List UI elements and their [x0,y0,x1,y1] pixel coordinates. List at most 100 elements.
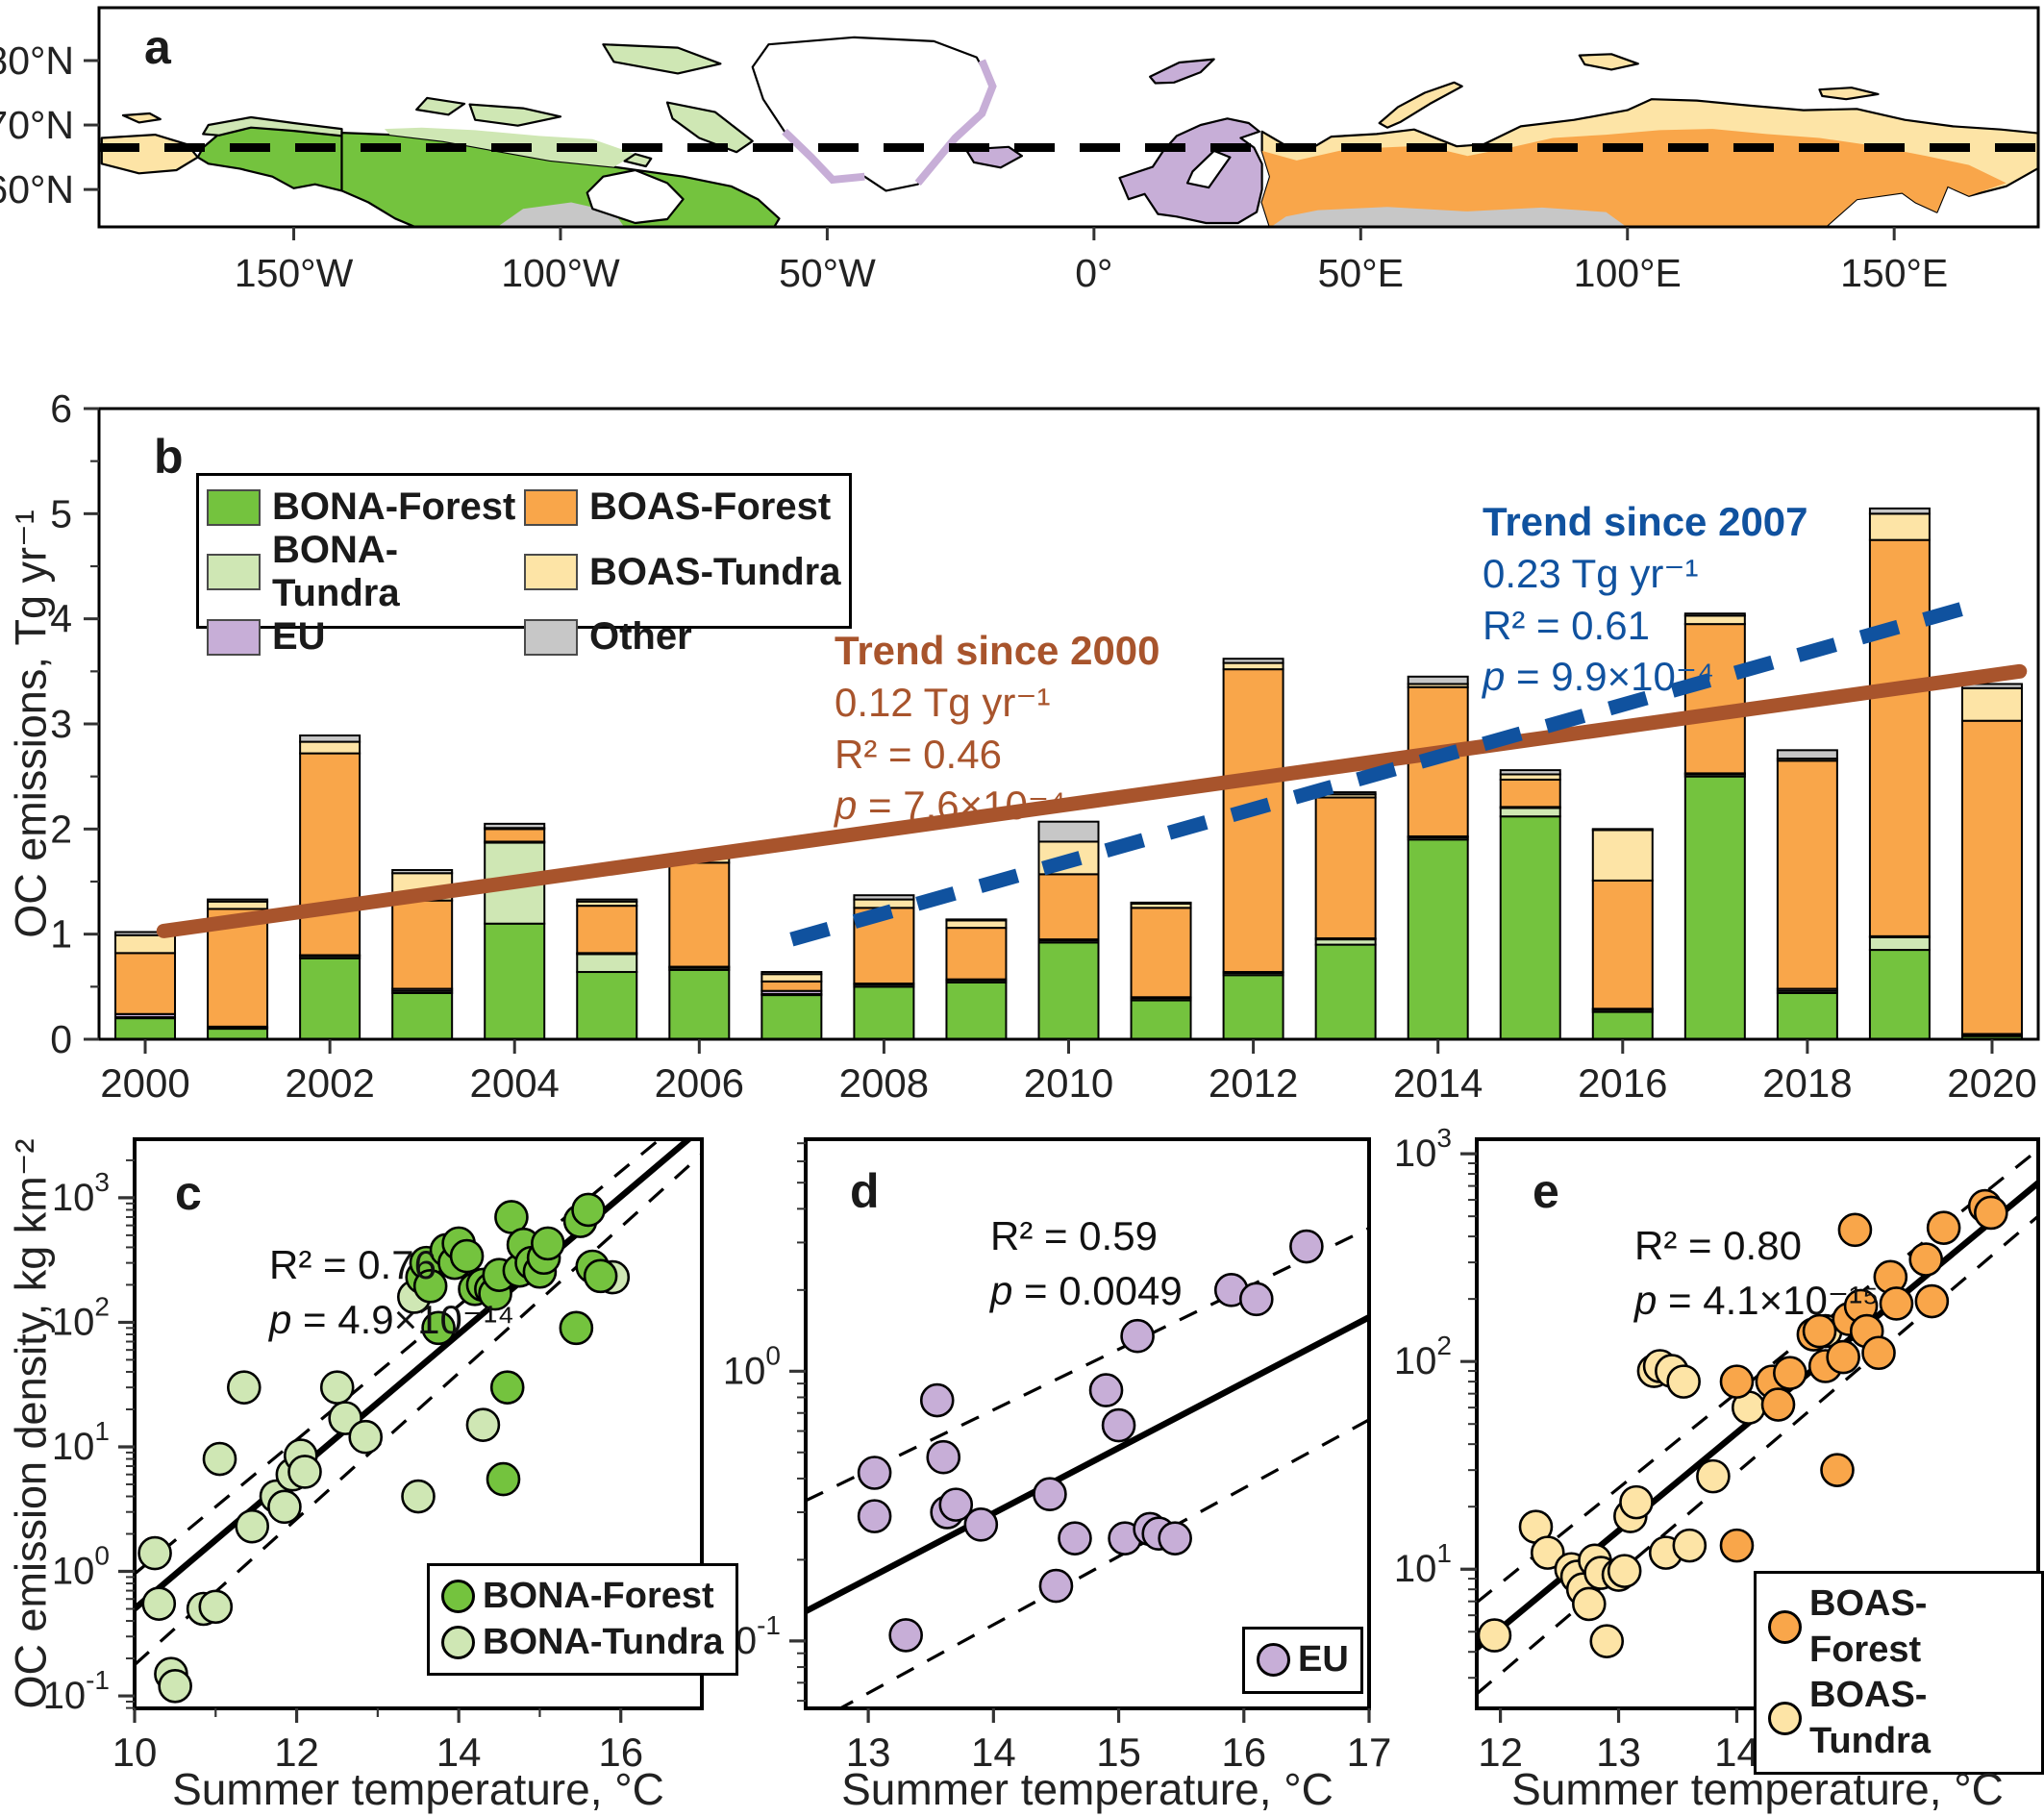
svg-text:13: 13 [1596,1730,1641,1775]
bar-segment-2016-Other [1591,828,1654,832]
svg-text:100°E: 100°E [1574,251,1682,295]
point-EU [1033,1477,1067,1512]
fit-line-d [806,1314,1369,1614]
panel-c-p: p = 4.9×10⁻¹⁴ [269,1296,515,1342]
bar-segment-2004-BONA-Forest [484,922,546,1041]
point-BOAS-Tundra [1619,1484,1654,1520]
panel-c-letter: c [175,1166,202,1220]
bar-segment-2006-BOAS-Forest [668,861,731,968]
bar-segment-2019-Other [1868,507,1931,515]
map-panel [99,8,2038,227]
bar-segment-2007-BONA-Forest [760,994,823,1040]
svg-text:2: 2 [50,807,72,851]
svg-text:14: 14 [1714,1730,1759,1775]
trend-2007-p: p = 9.9×10⁻⁴ [1483,654,1715,700]
trend-2000-annotation: Trend since 2000 0.12 Tg yr⁻¹ R² = 0.46 … [835,625,1160,832]
point-BOAS-Forest [1914,1283,1950,1319]
bar-segment-2005-BONA-Tundra [576,953,638,974]
point-EU [1038,1568,1074,1604]
svg-text:50°W: 50°W [779,251,876,295]
trend-2007-slope: 0.23 Tg yr⁻¹ [1483,550,1699,596]
point-EU [1101,1407,1136,1443]
panel-a-letter: a [144,20,171,74]
bar-segment-2000-BONA-Forest [114,1017,177,1040]
bar-segment-2003-BONA-Forest [391,991,454,1040]
point-BONA-Forest [421,1310,456,1346]
bar-segment-2013-BONA-Forest [1314,943,1377,1040]
bar-segment-2004-BOAS-Forest [484,828,546,843]
bar-segment-2018-BOAS-Forest [1776,759,1838,990]
bar-segment-2012-BOAS-Forest [1222,668,1284,974]
svg-text:16: 16 [1221,1730,1266,1775]
bar-segment-2015-BONA-Tundra [1499,807,1561,818]
bar-segment-2020-BOAS-Tundra [1960,686,2023,722]
bar-segment-2017-BONA-Forest [1683,775,1746,1041]
trend-since-2000-line [156,663,2028,938]
svg-text:100: 100 [52,1541,110,1593]
bar-segment-2000-BOAS-Forest [114,952,177,1015]
point-BOAS-Forest [1719,1364,1755,1399]
bar-segment-2003-Other [391,868,454,875]
svg-text:103: 103 [52,1167,110,1219]
point-BOAS-Tundra [1672,1528,1707,1563]
bar-segment-2001-BONA-Forest [207,1028,269,1040]
point-BOAS-Forest [1760,1387,1796,1422]
bar-segment-2003-BOAS-Forest [391,899,454,990]
bona-forest-swatch-icon [207,488,261,526]
point-BONA-Tundra [287,1455,322,1489]
point-BONA-Tundra [202,1441,237,1477]
map-region-baffin-island [665,101,754,154]
panel-c-x-axis-title: Summer temperature, °C [172,1764,664,1814]
svg-text:15: 15 [1096,1730,1141,1775]
map-region-southampton-island [623,153,653,168]
panel-d-x-axis-title: Summer temperature, °C [841,1764,1334,1814]
map-region-ellesmere-island [602,43,722,75]
panel-d-letter: d [850,1164,880,1218]
bar-segment-2016-BOAS-Tundra [1591,829,1654,882]
svg-text:60°N: 60°N [0,167,74,212]
point-BONA-Forest [571,1192,606,1228]
legend-label: BONA-Forest [272,485,516,528]
scatter-d [806,1227,1369,1708]
other-swatch-icon [524,618,578,656]
map-region-greenland [751,36,994,192]
trend-2000-p: p = 7.6×10⁻⁴ [835,783,1067,829]
panel-e-p: p = 4.1×10⁻¹⁵ [1634,1277,1880,1323]
fit-line-c [135,1139,694,1611]
bar-segment-2015-BOAS-Forest [1499,778,1561,809]
point-BONA-Forest [449,1238,485,1274]
map-region-novaya-zemlya [1378,81,1463,129]
svg-text:2000: 2000 [100,1060,189,1106]
svg-text:2010: 2010 [1024,1060,1113,1106]
point-EU [919,1382,955,1418]
trend-2000-r2: R² = 0.46 [835,731,1002,777]
svg-text:101: 101 [1394,1538,1452,1590]
legend-item-eu: EU [1257,1637,1349,1683]
bar-segment-2020-BOAS-Forest [1960,719,2023,1035]
bar-segment-2005-BONA-Forest [576,971,638,1041]
svg-text:100°W: 100°W [501,251,620,295]
map-region-svalbard [1148,58,1215,85]
map-greenland-west-fringe [782,128,865,185]
point-BONA-Forest [559,1310,594,1346]
svg-text:6: 6 [50,386,72,431]
svg-text:10: 10 [112,1730,158,1775]
svg-text:1: 1 [50,912,72,957]
legend-item-boas-forest: BOAS-Forest [1768,1581,2030,1673]
bona-forest-dot-icon [441,1580,475,1614]
bar-segment-2013-BOAS-Forest [1314,796,1377,940]
eu-swatch-icon [207,618,261,656]
panel-d-p: p = 0.0049 [990,1267,1183,1313]
point-BOAS-Forest [1908,1242,1943,1277]
panel-d-r2: R² = 0.59 [990,1213,1158,1258]
point-BOAS-Tundra [1666,1364,1701,1399]
bar-segment-2008-Other [853,894,915,901]
panel-e-r2: R² = 0.80 [1634,1223,1802,1268]
map-region-iceland [964,145,1024,169]
bar-segment-2011-BONA-Forest [1130,999,1192,1040]
bar-segment-2009-BOAS-Tundra [945,919,1008,930]
bar-segment-2017-Other [1683,612,1746,617]
bar-segment-2010-BONA-Forest [1037,941,1100,1040]
map-region-banks-island [415,96,466,116]
